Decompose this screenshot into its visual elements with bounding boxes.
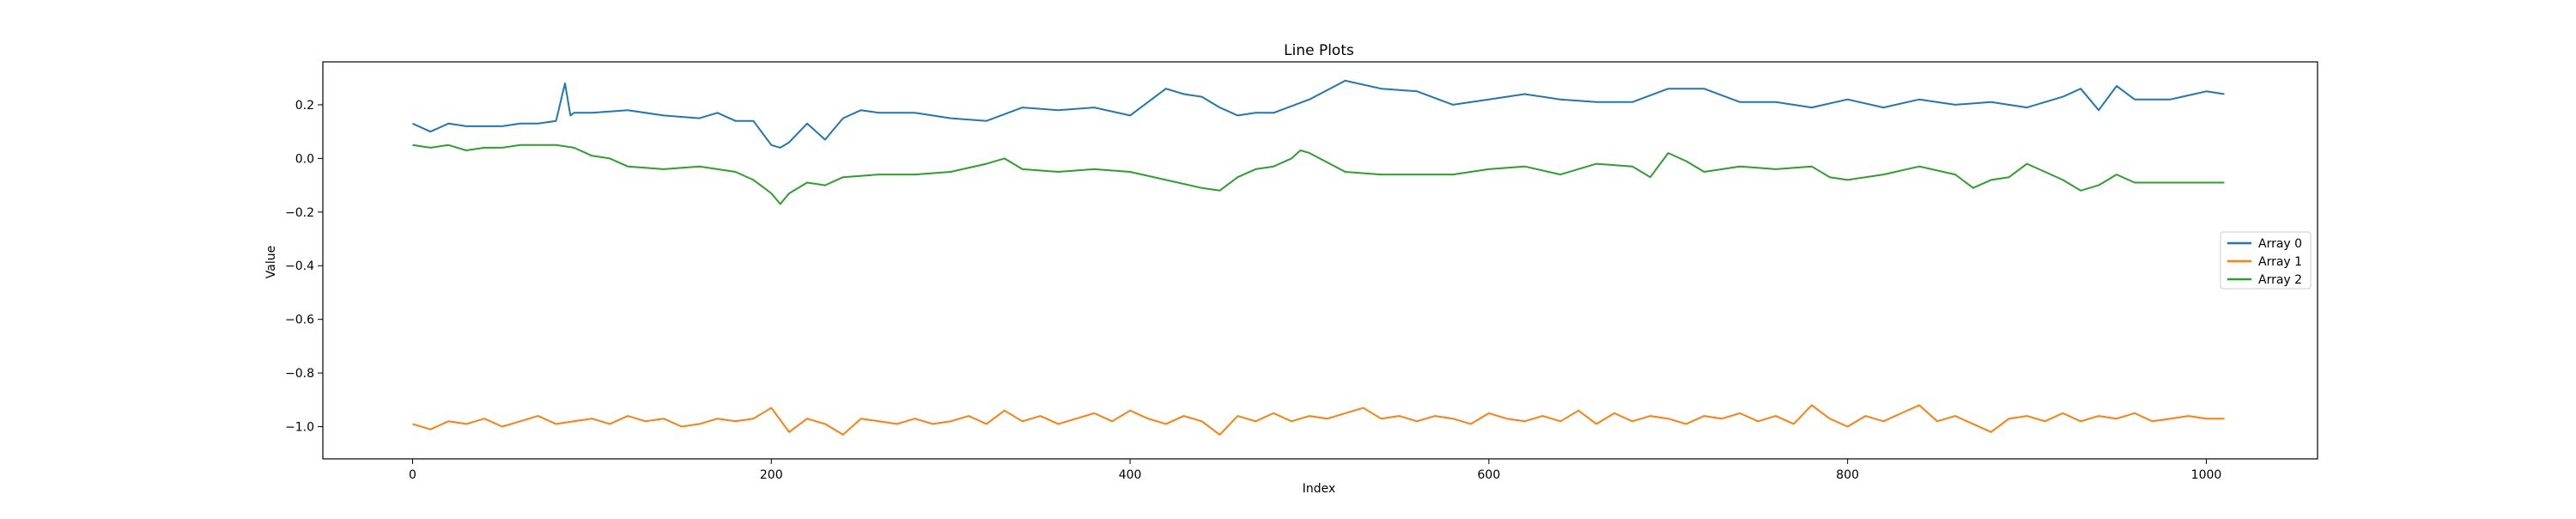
y-tick-label: −0.2 [285, 206, 314, 220]
x-tick-label: 400 [1119, 468, 1142, 482]
y-tick-label: −0.6 [285, 314, 314, 327]
x-tick-label: 1000 [2191, 468, 2222, 482]
y-tick-label: 0.2 [295, 99, 314, 113]
legend-label-array-2: Array 2 [2258, 273, 2302, 287]
x-tick-label: 200 [760, 468, 783, 482]
y-tick-label: 0.0 [295, 152, 314, 166]
x-tick-label: 600 [1478, 468, 1501, 482]
series-line-array-0 [412, 79, 2225, 149]
axes: 0 200 400 600 800 1000 −1.0 −0.8 −0.6 −0.4 −0.2 0.0… [285, 61, 2318, 482]
x-axis-label: Index [1303, 482, 1336, 496]
y-tick-label: −1.0 [285, 421, 314, 435]
x-tick-label: 0 [409, 468, 416, 482]
series-line-array-1 [412, 404, 2225, 436]
y-tick-label: −0.8 [285, 367, 314, 381]
legend-label-array-0: Array 0 [2258, 237, 2302, 251]
x-tick-label: 800 [1836, 468, 1859, 482]
plot-area [412, 79, 2225, 436]
y-axis-label: Value [264, 246, 278, 278]
series-line-array-2 [412, 143, 2225, 205]
legend-box [2220, 231, 2312, 290]
y-tick-label: −0.4 [285, 260, 314, 273]
axes-frame [322, 61, 2318, 460]
legend-label-array-1: Array 1 [2258, 255, 2302, 269]
legend: Array 0 Array 1 Array 2 [2220, 231, 2312, 290]
chart-title: Line Plots [1284, 42, 1354, 59]
